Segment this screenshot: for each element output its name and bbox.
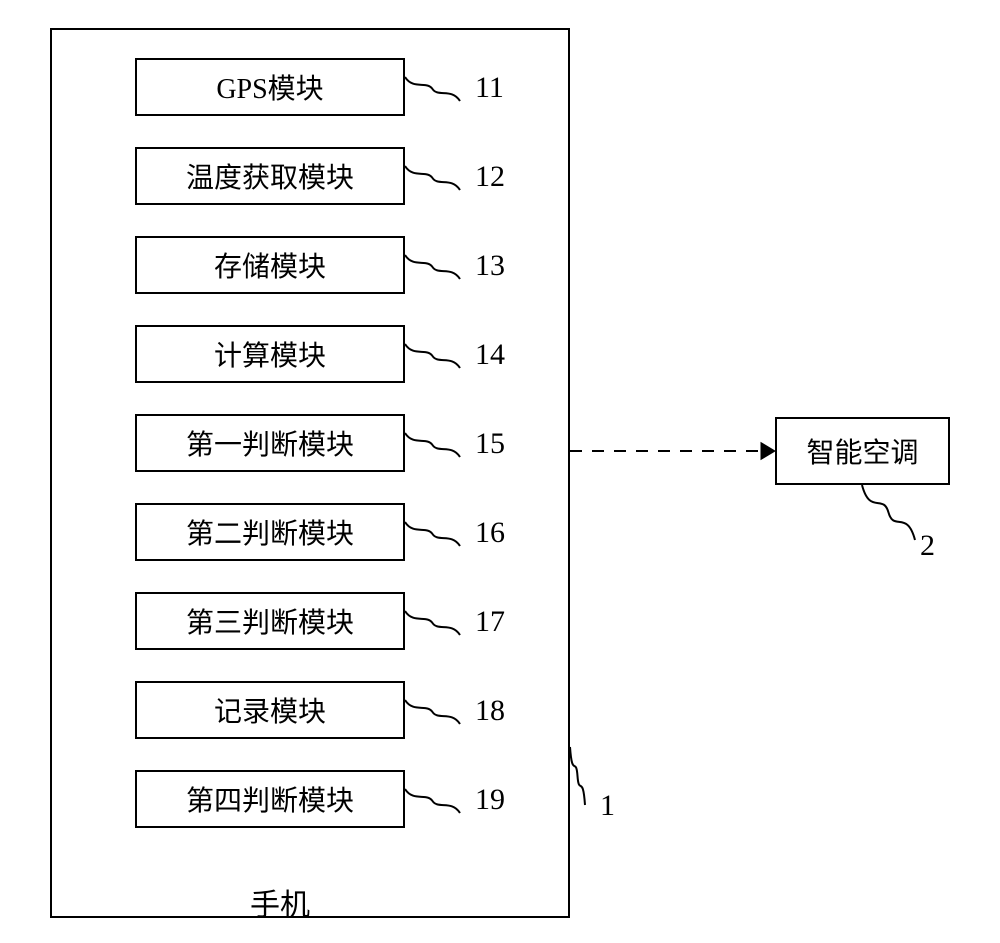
arrow-head-icon [761,443,775,460]
smart-ac-label: 智能空调 [806,431,918,471]
module-judge-4: 第四判断模块 [135,770,405,828]
module-label: 记录模块 [214,690,326,730]
module-label: GPS模块 [216,67,323,107]
module-label: 计算模块 [214,334,326,374]
module-judge-1: 第一判断模块 [135,414,405,472]
diagram-canvas: GPS模块 温度获取模块 存储模块 计算模块 第一判断模块 第二判断模块 第三判… [0,0,1000,943]
module-temperature: 温度获取模块 [135,147,405,205]
module-judge-3: 第三判断模块 [135,592,405,650]
module-compute: 计算模块 [135,325,405,383]
module-label: 第四判断模块 [186,779,354,819]
module-record: 记录模块 [135,681,405,739]
ref-label: 1 [600,789,615,822]
module-label: 第三判断模块 [186,601,354,641]
module-label: 第二判断模块 [186,512,354,552]
squiggle-connector [862,485,915,540]
phone-caption: 手机 [250,880,310,924]
squiggle-connector [570,747,585,805]
module-label: 第一判断模块 [186,423,354,463]
module-gps: GPS模块 [135,58,405,116]
module-storage: 存储模块 [135,236,405,294]
module-label: 存储模块 [214,245,326,285]
module-label: 温度获取模块 [186,156,354,196]
module-judge-2: 第二判断模块 [135,503,405,561]
smart-ac-box: 智能空调 [775,417,950,485]
ref-label: 2 [920,529,935,562]
